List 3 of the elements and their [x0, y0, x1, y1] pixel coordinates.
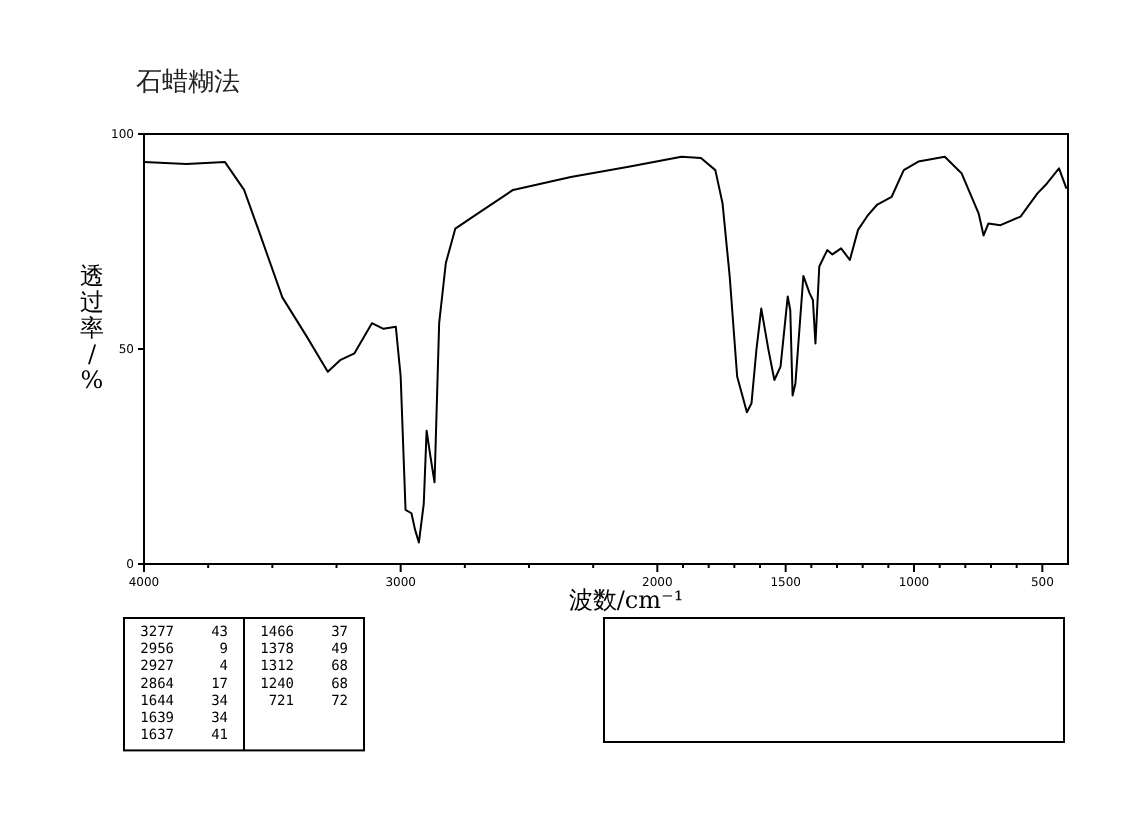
x-axis-title: 波数/cm⁻¹ [568, 586, 684, 614]
chart-title: 石蜡糊法 [136, 68, 240, 98]
y-axis-title: 透过率/% [80, 262, 104, 394]
